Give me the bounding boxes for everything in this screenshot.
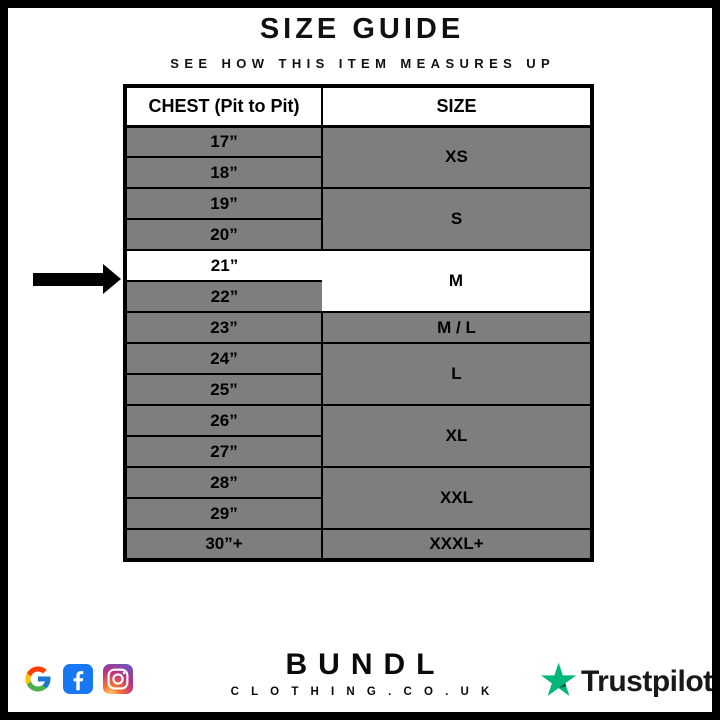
size-table: CHEST (Pit to Pit) SIZE 17” XS 18” 19” S 20” 2… (123, 84, 594, 562)
trustpilot-label: Trustpilot (581, 665, 713, 698)
page-title: SIZE GUIDE (259, 13, 465, 45)
size-cell: XL (321, 404, 593, 468)
facebook-icon (63, 664, 93, 694)
chest-cell: 18” (124, 156, 323, 189)
column-header-chest: CHEST (Pit to Pit) (124, 85, 323, 128)
brand-name: BUNDL (285, 648, 446, 681)
social-icons (23, 664, 133, 694)
chest-cell: 29” (124, 497, 323, 530)
chest-cell: 28” (124, 466, 323, 499)
table-row: 29” (124, 497, 592, 530)
trustpilot-star-icon (541, 662, 577, 702)
chest-cell: 20” (124, 218, 323, 251)
table-row: 25” (124, 373, 592, 406)
chest-cell: 17” (124, 125, 323, 158)
size-table-body: 17” XS 18” 19” S 20” 21” M 22” 23” M / L 24” L 25” 26”… (124, 125, 593, 561)
chest-cell: 25” (124, 373, 323, 406)
table-row: 23” M / L (124, 311, 593, 344)
size-cell: XXXL+ (321, 528, 593, 561)
brand-logo: BUNDL C L O T H I N G . C O . U K (0, 648, 720, 698)
table-row: 19” S (124, 187, 593, 251)
chest-cell: 30”+ (124, 528, 323, 561)
chest-cell: 19” (124, 187, 323, 220)
chest-cell: 21” (124, 249, 322, 282)
trustpilot-logo: Trustpilot (541, 662, 713, 702)
table-row: 20” (124, 218, 592, 251)
column-header-size: SIZE (321, 85, 593, 128)
table-row: 17” XS (124, 125, 593, 189)
brand-domain: C L O T H I N G . C O . U K (230, 686, 494, 698)
chest-cell: 24” (124, 342, 323, 375)
page-subtitle: SEE HOW THIS ITEM MEASURES UP (170, 56, 556, 71)
size-cell: XXL (321, 466, 593, 530)
table-row: 27” (124, 435, 592, 468)
table-header-row: CHEST (Pit to Pit) SIZE (124, 85, 593, 128)
size-cell: M (322, 249, 593, 313)
highlighted-size-arrow-icon (33, 264, 121, 294)
chest-cell: 27” (124, 435, 323, 468)
instagram-icon (103, 664, 133, 694)
table-row: 24” L (124, 342, 593, 406)
size-cell: S (321, 187, 593, 251)
table-row: 21” M (124, 249, 593, 313)
table-row: 18” (124, 156, 592, 189)
table-row: 28” XXL (124, 466, 593, 530)
size-cell: XS (321, 125, 593, 189)
size-cell: M / L (321, 311, 593, 344)
table-row: 30”+ XXXL+ (124, 528, 593, 561)
chest-cell: 26” (124, 404, 323, 437)
arrow-shaft (33, 272, 103, 286)
table-row: 26” XL (124, 404, 593, 468)
table-row: 22” (124, 280, 592, 313)
chest-cell: 22” (124, 280, 322, 313)
chest-cell: 23” (124, 311, 323, 344)
arrow-head (103, 264, 121, 294)
google-icon (23, 664, 53, 694)
size-cell: L (321, 342, 593, 406)
